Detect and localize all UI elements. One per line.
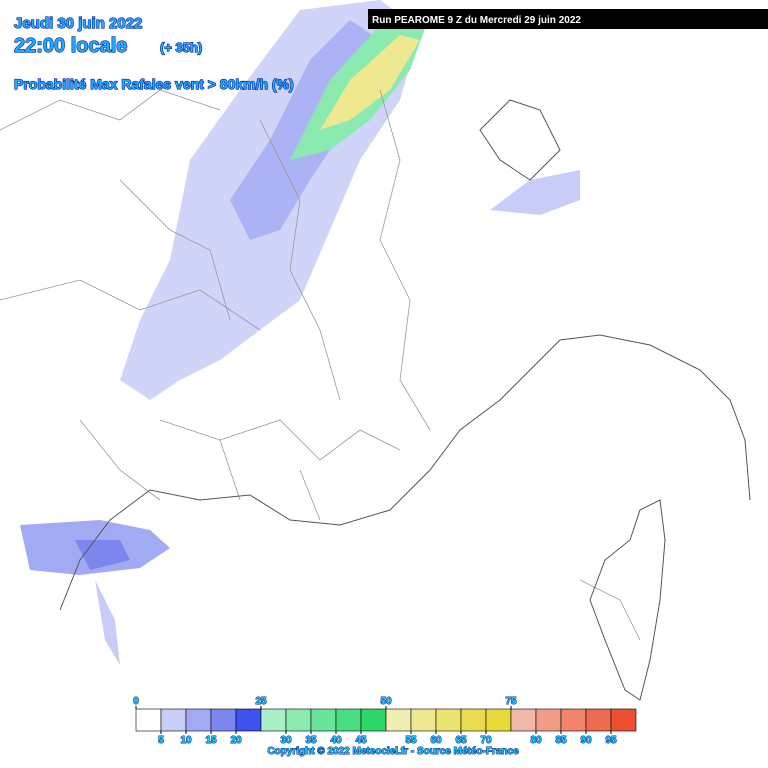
legend-label: 65 [455, 735, 467, 746]
legend-label: 15 [205, 735, 217, 746]
lead-time: (+ 35h) [160, 40, 202, 55]
legend-label: 35 [305, 735, 317, 746]
field-yellow [320, 35, 420, 130]
legend-label: 85 [555, 735, 567, 746]
legend-label: 95 [605, 735, 617, 746]
time: 22:00 locale [14, 35, 127, 57]
legend-swatch [360, 708, 387, 732]
borders [0, 89, 641, 641]
legend-label: 20 [230, 735, 242, 746]
legend-swatch [285, 708, 312, 732]
precip-fields [20, 0, 580, 665]
region-borders [0, 89, 431, 521]
legend-swatch [385, 708, 412, 732]
legend-label: 40 [330, 735, 342, 746]
legend-swatch [485, 708, 512, 732]
legend-label: 45 [355, 735, 367, 746]
legend-swatch [460, 708, 487, 732]
corsica [589, 499, 666, 701]
legend-swatch [235, 708, 262, 732]
run-label: Run PEAROME 9 Z du Mercredi 29 juin 2022 [372, 15, 581, 26]
legend-swatch [560, 708, 587, 732]
legend-label: 80 [530, 735, 542, 746]
legend-label: 10 [180, 735, 192, 746]
legend-swatch [260, 708, 287, 732]
legend-label: 60 [430, 735, 442, 746]
legend-label: 50 [380, 696, 392, 707]
legend-swatch [410, 708, 437, 732]
coast-main [59, 334, 751, 611]
legend-label: 0 [133, 696, 139, 707]
date: Jeudi 30 juin 2022 [14, 15, 142, 32]
legend-swatch [435, 708, 462, 732]
legend-label: 5 [158, 735, 164, 746]
legend-swatch [310, 708, 337, 732]
legend-swatch [160, 708, 187, 732]
legend-swatch [585, 708, 612, 732]
legend-label: 30 [280, 735, 292, 746]
legend-label: 55 [405, 735, 417, 746]
coastlines [59, 99, 751, 701]
field-east [490, 170, 580, 215]
legend-swatch [335, 708, 362, 732]
field-coast [95, 580, 120, 665]
copyright: Copyright © 2022 Meteociel.fr - Source M… [267, 746, 519, 757]
field-sw-core [75, 540, 130, 570]
legend-swatch [535, 708, 562, 732]
legend-swatch [185, 708, 212, 732]
legend-swatch [510, 708, 537, 732]
run-banner [368, 9, 768, 29]
legend-label: 70 [480, 735, 492, 746]
legend-swatch [210, 708, 237, 732]
legend: 0 25 50 75 5 10 15 20 30 35 40 45 55 60 65 70 80 85 90 95 [133, 696, 637, 747]
lake-alps [479, 99, 561, 181]
legend-label: 25 [255, 696, 267, 707]
subtitle: Probabilité Max Rafales vent > 80km/h (%… [14, 76, 294, 92]
legend-swatch [610, 708, 637, 732]
legend-label: 75 [505, 696, 517, 707]
legend-label: 90 [580, 735, 592, 746]
corsica-border [579, 579, 641, 641]
legend-swatch [135, 708, 162, 732]
